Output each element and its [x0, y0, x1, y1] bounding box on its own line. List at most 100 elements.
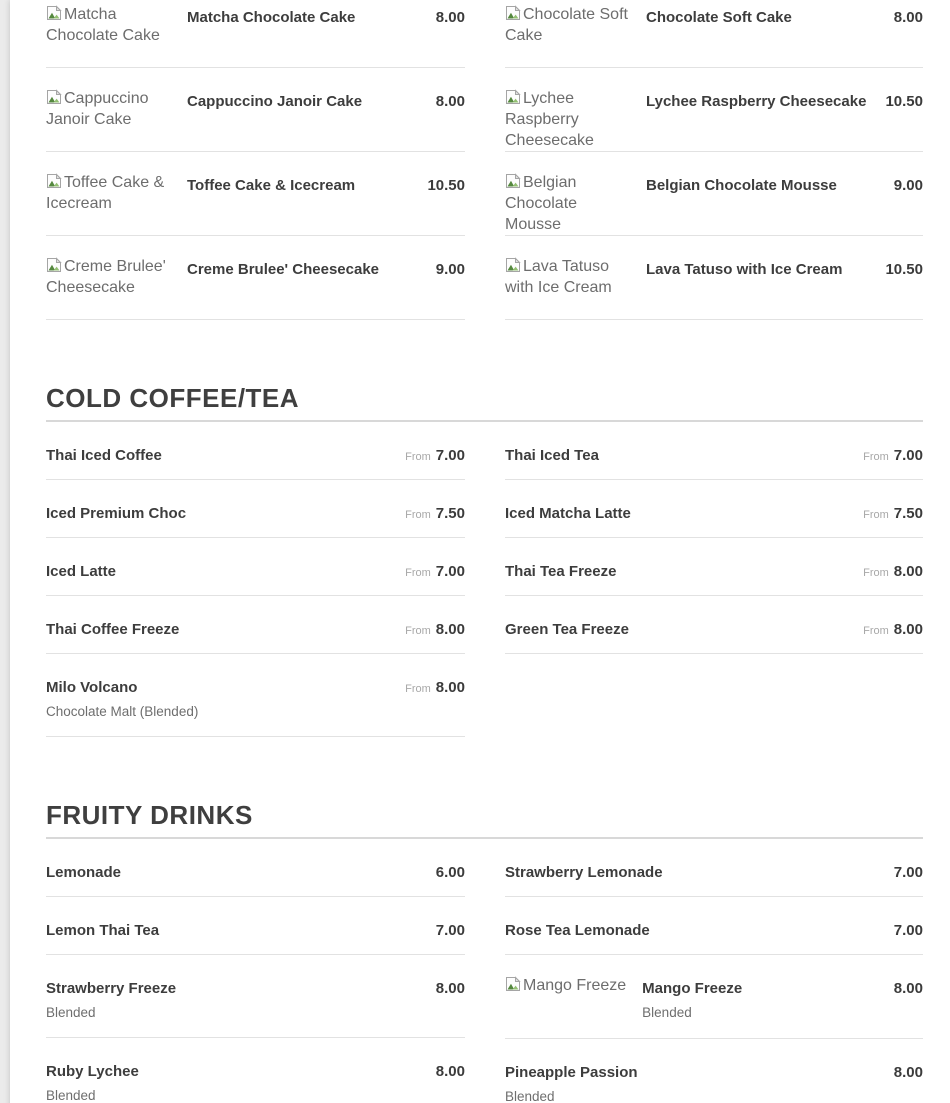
item-name: Matcha Chocolate Cake [187, 9, 356, 26]
item-price-block: 7.00 [894, 859, 923, 881]
item-name: Lemonade [46, 864, 122, 881]
menu-item-rose-tea-lemonade[interactable]: Rose Tea Lemonade 7.00 [505, 897, 923, 955]
menu-item-ruby-lychee[interactable]: Ruby Lychee Blended 8.00 [46, 1038, 465, 1103]
item-price: 8.00 [893, 563, 923, 580]
item-text-block: Matcha Chocolate Cake [187, 4, 424, 26]
menu-item-pineapple-passion[interactable]: Pineapple Passion Blended 8.00 [505, 1039, 923, 1103]
item-price-block: 9.00 [894, 172, 923, 194]
item-name: Ruby Lychee [46, 1063, 139, 1080]
item-text-block: Lychee Raspberry Cheesecake [646, 88, 873, 110]
item-image-placeholder: Creme Brulee' Cheesecake [46, 256, 171, 298]
item-price-block: 10.50 [885, 88, 923, 110]
item-text-block: Thai Tea Freeze [505, 558, 851, 580]
item-price-block: From 7.50 [863, 500, 923, 522]
item-text-block: Toffee Cake & Icecream [187, 172, 415, 194]
menu-item-thai-iced-coffee[interactable]: Thai Iced Coffee From 7.00 [46, 422, 465, 480]
menu-item-lemonade[interactable]: Lemonade 6.00 [46, 839, 465, 897]
item-price: 10.50 [885, 261, 923, 278]
item-name: Thai Iced Tea [505, 447, 599, 464]
item-price-block: From 8.00 [405, 616, 465, 638]
item-price-block: 8.00 [894, 1059, 923, 1081]
item-price: 7.00 [435, 922, 465, 939]
item-price: 9.00 [435, 261, 465, 278]
menu-item-milo-volcano[interactable]: Milo Volcano Chocolate Malt (Blended) From… [46, 654, 465, 737]
item-image-alt-text: Lychee Raspberry Cheesecake [505, 90, 594, 149]
from-label: From [405, 625, 431, 637]
from-label: From [405, 567, 431, 579]
broken-image-icon [506, 257, 521, 272]
item-text-block: Lemon Thai Tea [46, 917, 424, 939]
menu-item-strawberry-freeze[interactable]: Strawberry Freeze Blended 8.00 [46, 955, 465, 1038]
menu-item-thai-iced-tea[interactable]: Thai Iced Tea From 7.00 [505, 422, 923, 480]
menu-item-green-tea-freeze[interactable]: Green Tea Freeze From 8.00 [505, 596, 923, 654]
menu-item-matcha-chocolate-cake[interactable]: Matcha Chocolate Cake Matcha Chocolate Ca… [46, 0, 465, 68]
item-price-block: 8.00 [436, 88, 465, 110]
from-label: From [405, 683, 431, 695]
item-name: Thai Tea Freeze [505, 563, 617, 580]
item-price-block: 7.00 [894, 917, 923, 939]
broken-image-icon [47, 89, 62, 104]
item-price-block: From 7.00 [405, 558, 465, 580]
menu-item-thai-coffee-freeze[interactable]: Thai Coffee Freeze From 8.00 [46, 596, 465, 654]
item-price-block: 8.00 [894, 975, 923, 997]
item-image-alt-text: Lava Tatuso with Ice Cream [505, 258, 612, 296]
menu-item-thai-tea-freeze[interactable]: Thai Tea Freeze From 8.00 [505, 538, 923, 596]
item-subtitle: Chocolate Malt (Blended) [46, 704, 199, 719]
menu-item-creme-brulee-cheesecake[interactable]: Creme Brulee' Cheesecake Creme Brulee' Ch… [46, 236, 465, 320]
menu-item-strawberry-lemonade[interactable]: Strawberry Lemonade 7.00 [505, 839, 923, 897]
item-image-placeholder: Toffee Cake & Icecream [46, 172, 171, 214]
item-text-block: Creme Brulee' Cheesecake [187, 256, 424, 278]
item-price-block: 6.00 [436, 859, 465, 881]
section-columns: Matcha Chocolate Cake Matcha Chocolate Ca… [46, 0, 950, 320]
item-text-block: Rose Tea Lemonade [505, 917, 882, 939]
menu-item-lychee-raspberry-cheesecake[interactable]: Lychee Raspberry Cheesecake Lychee Raspbe… [505, 68, 923, 152]
menu-item-mango-freeze[interactable]: Mango Freeze Mango Freeze Blended 8.00 [505, 955, 923, 1039]
item-price: 10.50 [885, 93, 923, 110]
item-name: Toffee Cake & Icecream [187, 177, 356, 194]
item-price-block: From 8.00 [863, 558, 923, 580]
item-text-block: Strawberry Lemonade [505, 859, 882, 881]
item-image-alt-text: Toffee Cake & Icecream [46, 174, 165, 212]
broken-image-icon [47, 173, 62, 188]
menu-column-right: Strawberry Lemonade 7.00 Rose Tea Lemonade… [505, 839, 923, 1103]
menu-item-chocolate-soft-cake[interactable]: Chocolate Soft Cake Chocolate Soft Cake 8.… [505, 0, 923, 68]
item-price: 7.00 [893, 922, 923, 939]
item-text-block: Thai Iced Coffee [46, 442, 393, 464]
item-price: 8.00 [893, 9, 923, 26]
item-price: 9.00 [893, 177, 923, 194]
item-text-block: Ruby Lychee Blended [46, 1058, 424, 1103]
item-name: Green Tea Freeze [505, 621, 629, 638]
item-price: 8.00 [435, 621, 465, 638]
item-price: 8.00 [435, 9, 465, 26]
menu-column-left: Lemonade 6.00 Lemon Thai Tea 7.00 Strawberry… [46, 839, 465, 1103]
item-text-block: Strawberry Freeze Blended [46, 975, 424, 1021]
item-name: Iced Latte [46, 563, 117, 580]
item-name: Strawberry Lemonade [505, 864, 663, 881]
item-image-alt-text: Matcha Chocolate Cake [46, 6, 160, 44]
item-image-placeholder: Belgian Chocolate Mousse [505, 172, 630, 235]
menu-item-lemon-thai-tea[interactable]: Lemon Thai Tea 7.00 [46, 897, 465, 955]
menu-item-lava-tatuso-with-ice-cream[interactable]: Lava Tatuso with Ice Cream Lava Tatuso wi… [505, 236, 923, 320]
menu-item-iced-matcha-latte[interactable]: Iced Matcha Latte From 7.50 [505, 480, 923, 538]
item-text-block: Milo Volcano Chocolate Malt (Blended) [46, 674, 393, 720]
menu-item-iced-premium-choc[interactable]: Iced Premium Choc From 7.50 [46, 480, 465, 538]
item-name: Thai Coffee Freeze [46, 621, 180, 638]
menu-column-right: Chocolate Soft Cake Chocolate Soft Cake 8.… [505, 0, 923, 320]
broken-image-icon [506, 89, 521, 104]
menu-item-iced-latte[interactable]: Iced Latte From 7.00 [46, 538, 465, 596]
item-image-placeholder: Lava Tatuso with Ice Cream [505, 256, 630, 298]
item-price-block: From 7.00 [405, 442, 465, 464]
broken-image-icon [47, 5, 62, 20]
item-text-block: Belgian Chocolate Mousse [646, 172, 882, 194]
item-name: Belgian Chocolate Mousse [646, 177, 837, 194]
menu-item-cappuccino-janoir-cake[interactable]: Cappuccino Janoir Cake Cappuccino Janoir … [46, 68, 465, 152]
item-price: 7.00 [435, 447, 465, 464]
item-name: Mango Freeze [642, 980, 743, 997]
from-label: From [863, 567, 889, 579]
item-image-placeholder: Lychee Raspberry Cheesecake [505, 88, 630, 151]
item-price-block: 10.50 [427, 172, 465, 194]
menu-page-card: Matcha Chocolate Cake Matcha Chocolate Ca… [10, 0, 950, 1103]
item-price: 8.00 [893, 980, 923, 997]
menu-item-belgian-chocolate-mousse[interactable]: Belgian Chocolate Mousse Belgian Chocolat… [505, 152, 923, 236]
menu-item-toffee-cake-icecream[interactable]: Toffee Cake & Icecream Toffee Cake & Icec… [46, 152, 465, 236]
